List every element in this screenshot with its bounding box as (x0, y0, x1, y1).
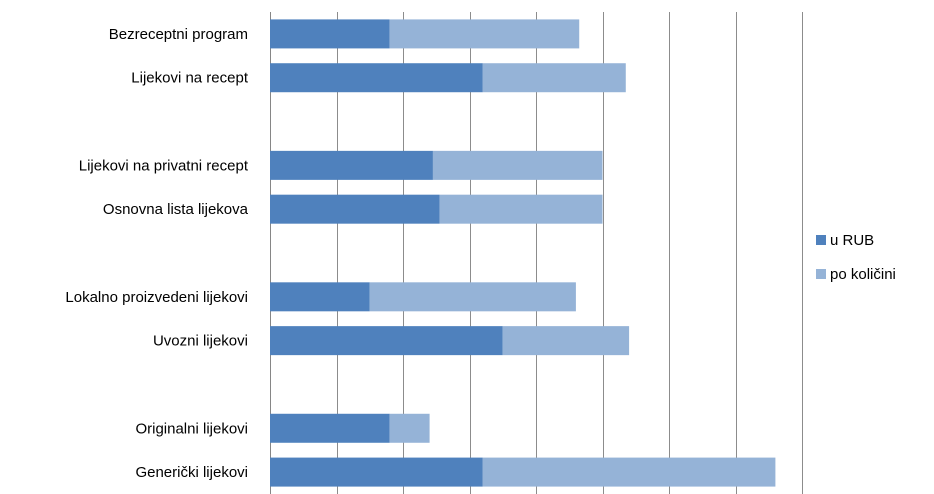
legend-label: u RUB (830, 232, 874, 249)
bar-segment (270, 282, 370, 312)
bar-segment (482, 63, 626, 93)
legend: u RUB po količini (816, 232, 896, 283)
gridlines (270, 12, 803, 494)
category-label: Lijekovi na recept (131, 70, 249, 87)
bar-segment (270, 19, 390, 49)
category-label: Bezreceptni program (109, 26, 248, 43)
bar-segment (270, 326, 503, 356)
category-label: Generički lijekovi (135, 464, 248, 481)
legend-swatch (816, 269, 826, 279)
bar-segment (482, 457, 776, 487)
legend-swatch (816, 235, 826, 245)
category-label: Lokalno proizvedeni lijekovi (65, 289, 248, 306)
bar-segment (270, 413, 390, 443)
bar-segment (270, 194, 440, 224)
category-label: Osnovna lista lijekova (103, 201, 249, 218)
category-label: Lijekovi na privatni recept (79, 157, 249, 174)
bar-segment (369, 282, 576, 312)
bar-segment (439, 194, 603, 224)
bar-segment (502, 326, 630, 356)
category-label: Uvozni lijekovi (153, 333, 248, 350)
bar-segment (270, 457, 483, 487)
legend-label: po količini (830, 266, 896, 283)
bar-segment (270, 63, 483, 93)
category-label: Originalni lijekovi (135, 420, 248, 437)
bars (270, 19, 776, 487)
bar-segment (432, 150, 603, 180)
bar-segment (389, 413, 430, 443)
bar-segment (389, 19, 580, 49)
bar-segment (270, 150, 433, 180)
category-labels: Bezreceptni program Lijekovi na recept Lij… (65, 26, 248, 481)
